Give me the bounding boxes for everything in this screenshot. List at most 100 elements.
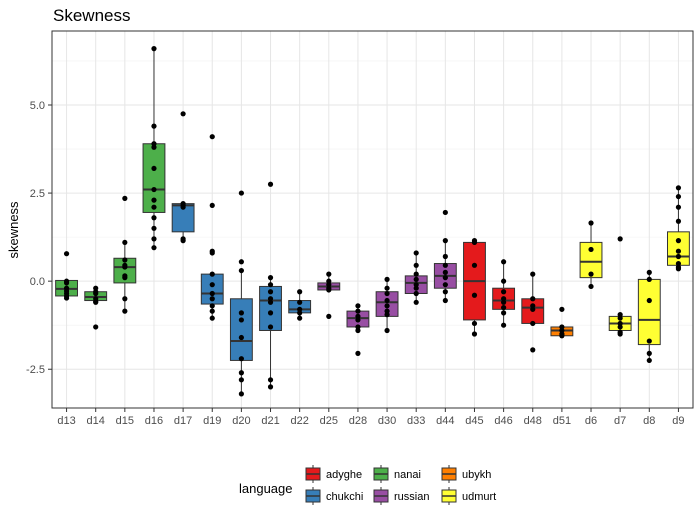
data-point [209,315,215,321]
x-tick-label: d14 [87,415,105,427]
data-point [267,299,274,305]
data-point [122,308,128,314]
data-point [675,218,682,224]
box-d17 [171,111,195,244]
x-tick-label: d25 [320,415,338,427]
x-tick-label: d19 [203,415,221,427]
data-point [151,215,157,221]
data-point [442,275,448,281]
box-d28 [346,303,370,356]
x-tick-label: d48 [524,415,542,427]
data-point [530,320,536,327]
y-tick-label: 0.0 [30,276,45,288]
box-d7 [608,236,632,337]
data-point [180,204,186,210]
data-point [238,310,244,316]
x-tick-label: d15 [116,415,134,427]
data-point [267,384,274,390]
data-point [675,248,682,254]
data-point [209,250,215,256]
data-point [588,246,594,253]
data-point [384,303,390,309]
box-d33 [404,250,428,305]
data-point [413,250,419,256]
data-point [122,257,128,263]
x-axis: d13 d14 d15 d16 d17 d19 d20 d21 d22 d25 d28 d30 d33 d… [57,408,685,427]
data-point [326,271,332,277]
data-point [238,267,244,274]
data-point [675,238,682,244]
panel-border [51,30,694,409]
box-body [579,241,603,279]
data-point [209,271,215,277]
legend: language adyghe nanai ubykh chukchi russian u… [239,465,496,505]
box-d51 [550,306,574,339]
data-point [93,290,99,297]
data-point [413,290,419,297]
box-d44 [433,209,457,304]
data-point [151,236,157,242]
data-point [63,251,70,257]
x-tick-label: d45 [465,415,483,427]
data-point [646,338,652,344]
data-point [355,308,361,314]
data-point [122,264,128,270]
data-point [501,259,507,265]
data-point [63,280,70,286]
data-point [675,266,682,272]
legend-item-nanai: nanai [373,465,421,483]
box-body [667,231,690,266]
data-point [238,391,244,397]
legend-item-chukchi: chukchi [305,487,363,505]
x-tick-label: d30 [378,415,396,427]
data-point [267,310,274,316]
data-point [471,239,478,246]
legend-label: adyghe [326,469,362,481]
box-d48 [521,271,545,353]
data-point [442,297,448,304]
data-point [151,245,157,251]
box-d45 [463,238,486,337]
data-point [471,320,478,327]
x-tick-label: d46 [494,415,512,427]
legend-label: nanai [394,469,421,481]
data-point [471,262,478,268]
legend-item-udmurt: udmurt [441,487,496,505]
data-point [151,144,157,150]
data-point [355,317,361,323]
data-point [122,195,128,201]
data-point [267,289,274,295]
data-point [413,262,419,268]
data-point [588,220,594,226]
data-point [384,297,390,304]
legend-title: language [239,481,293,496]
data-point [530,296,536,302]
data-point [151,186,157,193]
data-point [297,310,303,316]
x-tick-label: d44 [436,415,454,427]
box-d6 [579,220,603,290]
data-point [151,225,157,231]
data-point [238,356,244,362]
y-axis-title: skewness [6,201,21,259]
data-point [238,259,244,265]
legend-label: udmurt [462,491,496,503]
data-point [238,370,244,376]
legend-item-russian: russian [373,487,429,505]
data-point [588,271,594,277]
data-point [646,350,652,356]
legend-label: russian [394,491,429,503]
x-tick-label: d51 [553,415,571,427]
data-point [151,123,157,129]
data-point [617,324,623,330]
data-point [180,111,186,117]
data-point [209,202,215,209]
x-tick-label: d7 [614,415,626,427]
data-point [93,324,99,330]
data-point [355,327,361,334]
data-point [646,357,652,364]
y-tick-label: 2.5 [30,188,45,200]
box-d19 [200,134,224,321]
y-axis: -2.5 0.0 2.5 5.0 [26,100,52,376]
box-d8 [637,269,661,364]
